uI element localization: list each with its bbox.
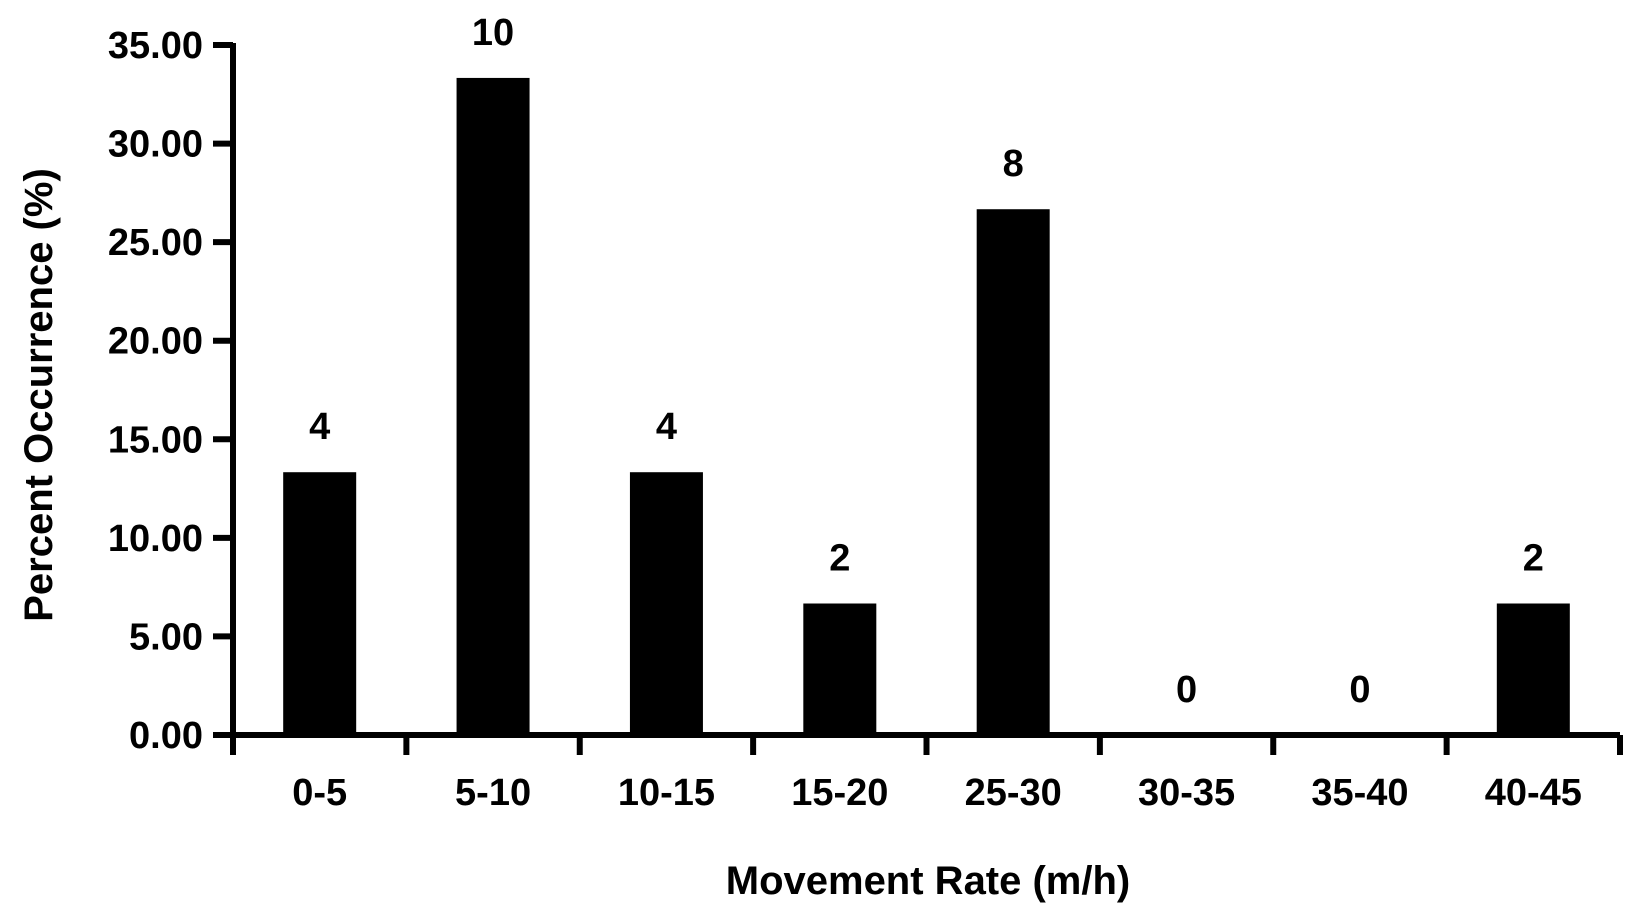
x-tick-label: 15-20 bbox=[791, 772, 888, 814]
bar-labels: 4 10 4 2 8 0 0 2 bbox=[309, 12, 1544, 711]
bar-count-label: 0 bbox=[1349, 669, 1370, 711]
x-tick-label: 5-10 bbox=[455, 772, 531, 814]
bar-count-label: 4 bbox=[309, 406, 330, 448]
x-tick-label: 10-15 bbox=[618, 772, 715, 814]
bar-count-label: 4 bbox=[656, 406, 677, 448]
x-tick-label: 35-40 bbox=[1311, 772, 1408, 814]
bar-count-label: 10 bbox=[472, 12, 514, 54]
x-tick-label: 30-35 bbox=[1138, 772, 1235, 814]
bar-count-label: 8 bbox=[1003, 143, 1024, 185]
y-tick-label: 0.00 bbox=[129, 715, 203, 757]
bars bbox=[283, 77, 1570, 736]
bar-40-45 bbox=[1496, 603, 1570, 735]
x-tick-label: 25-30 bbox=[965, 772, 1062, 814]
y-tick-label: 35.00 bbox=[108, 25, 203, 67]
y-tick-label: 25.00 bbox=[108, 222, 203, 264]
bar-0-5 bbox=[283, 472, 357, 735]
bar-5-10 bbox=[456, 77, 530, 736]
x-axis: 0-5 5-10 10-15 15-20 25-30 30-35 35-40 40-45 bbox=[230, 732, 1623, 814]
bar-10-15 bbox=[629, 472, 703, 735]
x-tick-label: 0-5 bbox=[292, 772, 347, 814]
y-tick-label: 30.00 bbox=[108, 124, 203, 166]
bar-count-label: 0 bbox=[1176, 669, 1197, 711]
bar-15-20 bbox=[803, 603, 877, 735]
bar-count-label: 2 bbox=[1523, 538, 1544, 580]
x-tick-label: 40-45 bbox=[1485, 772, 1582, 814]
bar-count-label: 2 bbox=[829, 538, 850, 580]
bar-25-30 bbox=[976, 209, 1050, 736]
x-axis-title: Movement Rate (m/h) bbox=[726, 859, 1131, 903]
y-tick-label: 15.00 bbox=[108, 419, 203, 461]
y-tick-label: 20.00 bbox=[108, 321, 203, 363]
y-axis-title: Percent Occurrence (%) bbox=[17, 168, 61, 622]
y-tick-label: 5.00 bbox=[129, 616, 203, 658]
y-axis: 0.00 5.00 10.00 15.00 20.00 25.00 30.00 35.00 bbox=[108, 25, 236, 757]
y-tick-label: 10.00 bbox=[108, 518, 203, 560]
